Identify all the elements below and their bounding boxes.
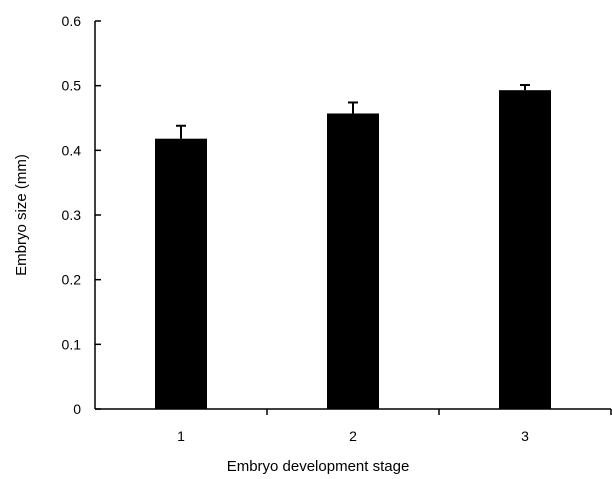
y-tick-label: 0.5 <box>62 78 82 94</box>
bar-stage-3 <box>499 90 551 410</box>
x-tick-label: 1 <box>177 428 185 444</box>
y-tick-label: 0.1 <box>62 336 82 352</box>
bar-stage-1 <box>155 138 207 409</box>
x-ticks: 1 2 3 <box>177 409 612 444</box>
x-tick-label: 3 <box>521 428 529 444</box>
x-axis-title: Embryo development stage <box>227 458 410 475</box>
y-ticks: 0 0.1 0.2 0.3 0.4 0.5 0.6 <box>62 13 101 417</box>
bar-stage-2 <box>327 113 379 410</box>
error-bars-layer <box>176 84 530 139</box>
y-tick-label: 0.3 <box>62 207 82 223</box>
x-tick-label: 2 <box>349 428 357 444</box>
bars-layer <box>155 90 551 410</box>
y-tick-label: 0.6 <box>62 13 82 29</box>
y-tick-label: 0 <box>73 401 81 417</box>
y-tick-label: 0.4 <box>62 142 82 158</box>
y-axis-title: Embryo size (mm) <box>13 154 30 276</box>
y-tick-label: 0.2 <box>62 272 82 288</box>
